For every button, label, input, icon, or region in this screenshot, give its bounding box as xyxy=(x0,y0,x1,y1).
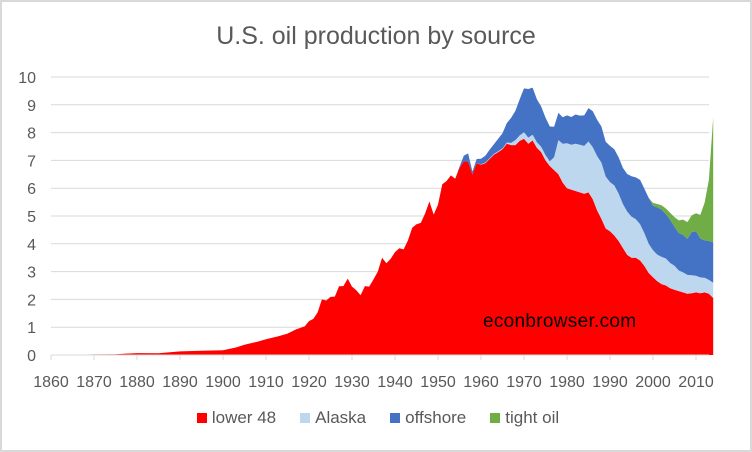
svg-text:1880: 1880 xyxy=(119,374,155,391)
tight-oil-swatch-icon xyxy=(490,413,501,423)
svg-text:3: 3 xyxy=(27,265,36,282)
svg-text:2000: 2000 xyxy=(635,374,671,391)
alaska-swatch-icon xyxy=(300,413,311,423)
svg-text:1: 1 xyxy=(27,320,36,337)
offshore-swatch-icon xyxy=(390,413,401,423)
svg-text:6: 6 xyxy=(27,181,36,198)
svg-text:1890: 1890 xyxy=(162,374,198,391)
svg-text:8: 8 xyxy=(27,126,36,143)
svg-text:1930: 1930 xyxy=(334,374,370,391)
svg-text:1940: 1940 xyxy=(377,374,413,391)
svg-text:0: 0 xyxy=(27,348,36,365)
legend-label: lower 48 xyxy=(211,408,277,427)
svg-text:1970: 1970 xyxy=(506,374,542,391)
legend-label: offshore xyxy=(405,408,467,427)
svg-text:9: 9 xyxy=(27,98,36,115)
stacked-areas xyxy=(51,87,714,355)
legend-item-alaska: Alaska xyxy=(300,408,366,428)
lower48-swatch-icon xyxy=(196,413,207,423)
legend-item-tight-oil: tight oil xyxy=(490,408,559,428)
chart-title: U.S. oil production by source xyxy=(216,22,536,50)
svg-text:4: 4 xyxy=(27,237,36,254)
svg-text:1950: 1950 xyxy=(420,374,456,391)
svg-text:2: 2 xyxy=(27,292,36,309)
legend: lower 48 Alaska offshore tight oil xyxy=(0,408,752,428)
axes: 0 1 2 3 4 5 6 7 8 9 10 1860 1870 1880 1890 1900 1910 1920… xyxy=(18,70,714,391)
legend-label: tight oil xyxy=(505,408,560,427)
svg-text:1900: 1900 xyxy=(205,374,241,391)
svg-text:1980: 1980 xyxy=(549,374,585,391)
legend-item-lower48: lower 48 xyxy=(196,408,277,428)
svg-text:1860: 1860 xyxy=(33,374,69,391)
legend-label: Alaska xyxy=(315,408,367,427)
svg-text:1920: 1920 xyxy=(291,374,327,391)
svg-text:1960: 1960 xyxy=(463,374,499,391)
svg-text:10: 10 xyxy=(18,70,36,87)
legend-item-offshore: offshore xyxy=(390,408,466,428)
svg-text:1870: 1870 xyxy=(76,374,112,391)
svg-text:2010: 2010 xyxy=(678,374,714,391)
svg-text:1910: 1910 xyxy=(248,374,284,391)
svg-text:7: 7 xyxy=(27,153,36,170)
watermark-annotation: econbrowser.com xyxy=(483,311,637,332)
svg-text:5: 5 xyxy=(27,209,36,226)
svg-text:1990: 1990 xyxy=(592,374,628,391)
